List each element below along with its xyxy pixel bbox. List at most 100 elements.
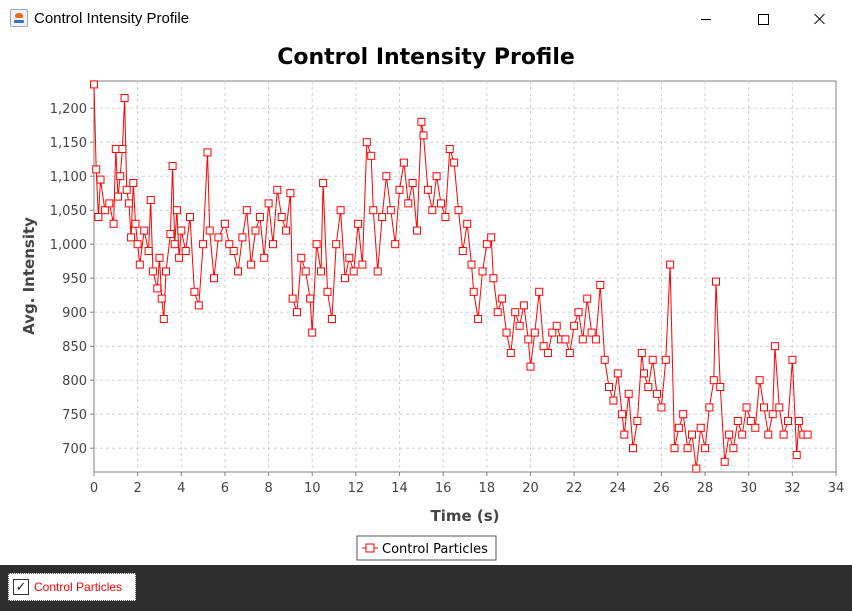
data-point-marker [725,430,734,439]
data-point-marker [162,267,170,276]
data-point-marker [445,145,454,153]
y-tick-label: 1,050 [50,204,87,219]
data-point-marker [273,185,282,194]
data-point-marker [194,301,203,310]
maximize-button[interactable] [740,0,786,38]
square-marker-icon [365,543,375,553]
chart-title: Control Intensity Profile [277,45,575,70]
data-point-marker [441,213,450,221]
data-point-marker [177,226,186,235]
data-point-marker [170,240,179,249]
x-tick-label: 20 [522,481,539,496]
series-checkbox[interactable]: ✓ [13,579,29,595]
data-point-marker [482,240,491,249]
x-tick-label: 16 [435,481,452,496]
data-point-marker [784,417,792,425]
data-point-marker [469,287,478,296]
data-point-marker [803,430,812,439]
data-point-marker [131,219,140,228]
series-line [93,84,808,469]
data-point-marker [148,267,157,276]
y-tick-label: 1,000 [50,238,87,253]
data-point-marker [181,247,190,255]
x-tick-label: 10 [304,481,321,496]
data-point-marker [264,199,273,208]
series-toggle-control-particles[interactable]: ✓ Control Particles [8,573,136,601]
data-point-marker [583,294,592,303]
data-point-marker [679,410,688,419]
data-point-marker [458,247,467,255]
data-point-marker [565,349,574,357]
data-point-marker [644,383,653,391]
data-point-marker [175,253,184,262]
data-point-marker [327,315,336,323]
data-point-marker [135,260,144,269]
y-axis-label: Avg. Intensity [20,217,38,335]
data-point-marker [674,423,683,432]
data-point-marker [530,328,539,337]
data-point-marker [323,287,332,296]
x-tick-label: 8 [264,481,272,496]
data-point-marker [742,403,751,412]
data-point-marker [596,281,605,289]
data-point-marker [358,260,367,269]
data-point-marker [788,355,797,364]
data-point-marker [423,185,432,194]
java-cup-icon [10,9,28,27]
data-point-marker [345,253,354,262]
y-axis: 700 750 800 850 900 950 1,000 1,050 1,100 1,150 1,… [50,102,94,457]
data-point-marker [701,444,710,453]
data-point-marker [526,362,535,371]
data-point-marker [199,240,208,249]
data-point-marker [794,417,803,425]
data-point-marker [709,376,718,385]
data-point-marker [578,335,587,344]
data-point-marker [94,213,103,221]
data-point-marker [349,267,358,276]
data-point-marker [205,226,214,235]
data-point-marker [288,294,297,303]
data-point-marker [210,274,218,283]
data-point-marker [229,247,238,255]
data-point-marker [172,206,181,215]
data-point-marker [190,287,199,296]
data-point-marker [463,219,472,228]
x-axis-label: Time (s) [430,507,499,525]
data-point-marker [688,430,696,439]
series-checkbox-label: Control Particles [34,580,123,594]
data-point-marker [159,315,168,323]
data-point-marker [775,403,784,412]
window-titlebar: Control Intensity Profile [0,0,852,39]
data-point-marker [478,267,487,276]
data-point-marker [751,423,760,432]
data-point-marker [561,335,570,344]
x-tick-label: 4 [177,481,185,496]
data-point-marker [90,80,98,89]
data-point-marker [552,321,561,330]
data-point-marker [255,213,264,221]
data-point-marker [127,233,136,242]
data-point-marker [168,162,177,170]
y-tick-label: 800 [62,374,87,389]
data-point-marker [391,240,400,249]
data-point-marker [260,253,269,262]
data-point-marker [548,328,557,337]
data-point-marker [341,274,349,283]
data-point-marker [332,240,341,249]
data-point-marker [620,430,629,439]
data-point-marker [624,389,633,398]
data-point-marker [378,213,387,221]
data-point-marker [242,206,251,215]
data-point-marker [317,267,325,276]
data-point-marker [587,328,596,337]
minimize-button[interactable] [683,0,729,38]
data-point-marker [729,444,738,453]
data-point-marker [692,464,701,473]
x-tick-label: 32 [784,481,801,496]
data-point-marker [779,430,788,439]
data-point-marker [770,342,779,351]
data-point-marker [408,179,417,187]
close-button[interactable] [797,0,843,38]
data-point-marker [613,369,622,378]
data-point-marker [118,145,127,153]
